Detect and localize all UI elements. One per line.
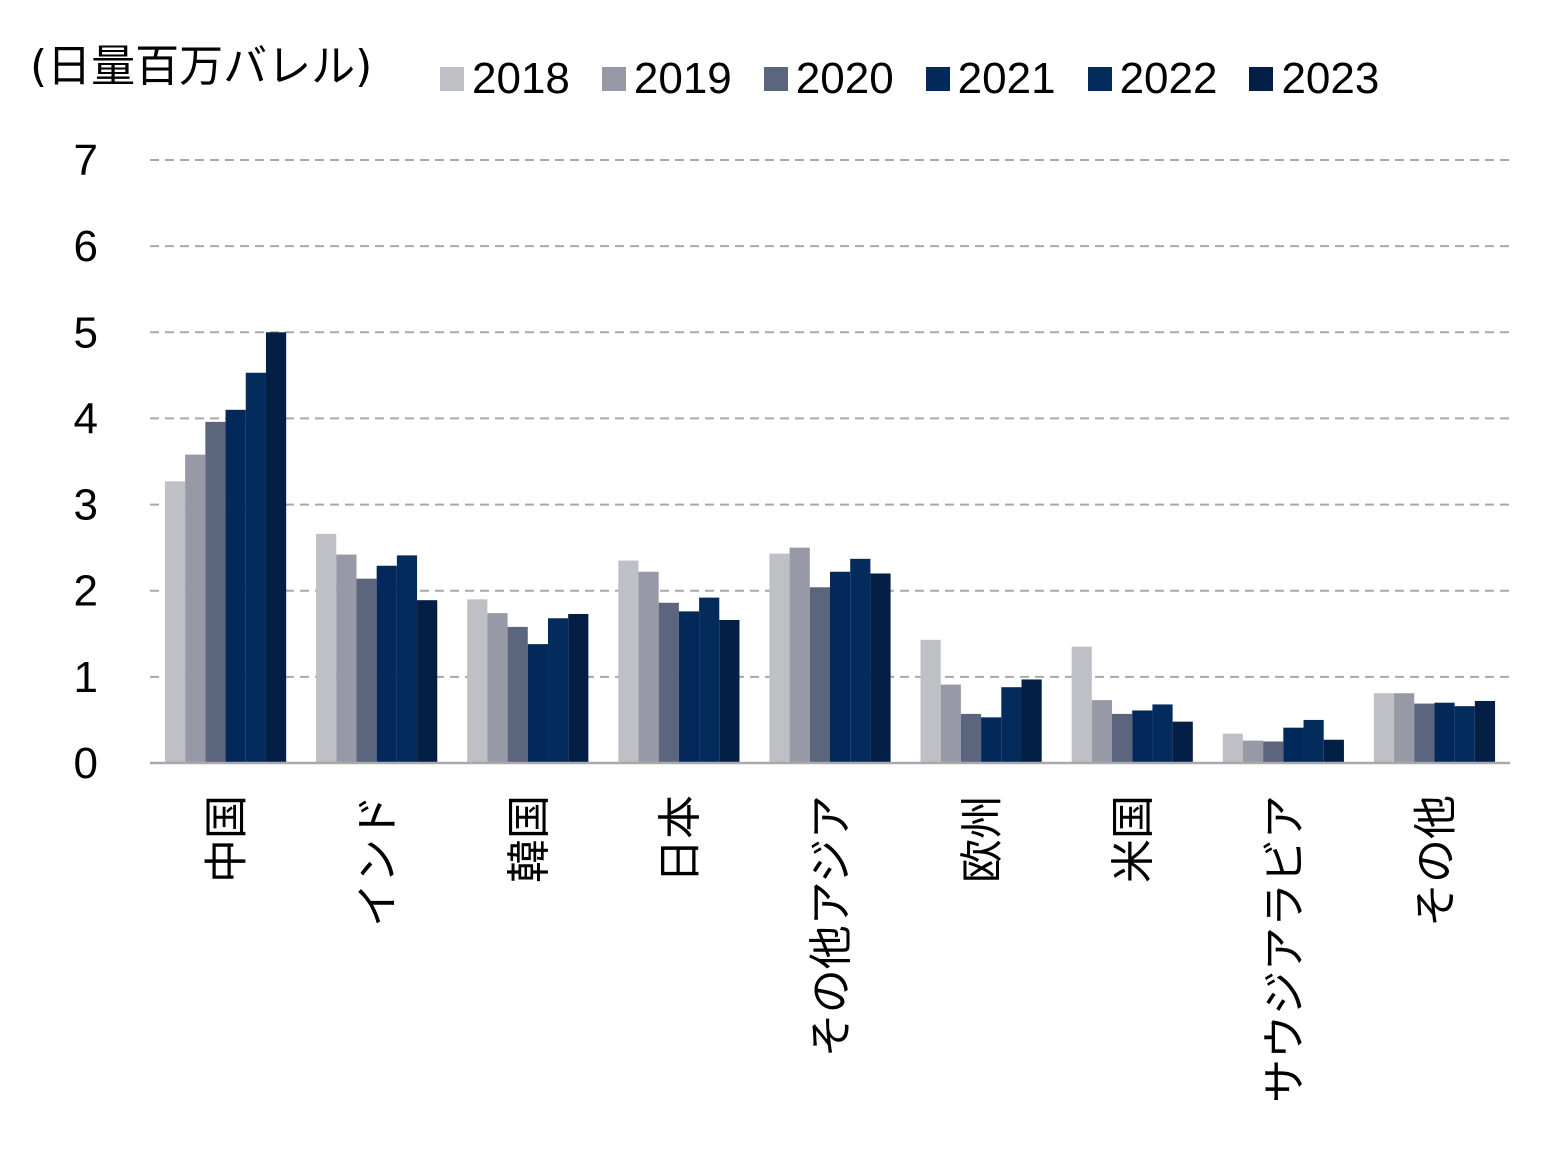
category-label: 日本 xyxy=(655,795,706,883)
y-tick-label: 4 xyxy=(74,394,98,443)
category-label: 韓国 xyxy=(504,795,555,883)
bar-2019-2 xyxy=(487,613,508,763)
bar-2020-7 xyxy=(1263,741,1284,763)
bar-2019-3 xyxy=(638,571,659,763)
bar-2020-2 xyxy=(507,626,528,763)
category-label: 欧州 xyxy=(957,795,1008,883)
bar-2020-1 xyxy=(356,578,377,763)
legend-label: 2019 xyxy=(633,54,732,103)
bar-2019-8 xyxy=(1394,693,1415,763)
bar-2018-5 xyxy=(920,639,941,763)
bar-2022-3 xyxy=(699,597,720,763)
legend-item: 2021 xyxy=(925,54,1056,104)
bar-2023-2 xyxy=(568,613,589,763)
bar-2022-0 xyxy=(245,372,266,763)
bar-2019-4 xyxy=(789,547,810,763)
category-label: その他 xyxy=(1410,795,1461,927)
y-tick-label: 1 xyxy=(74,653,98,702)
bar-2018-8 xyxy=(1373,693,1395,763)
legend: 2018 2019 2020 2021 2022 2023 xyxy=(440,54,1411,104)
legend-item: 2020 xyxy=(763,54,894,104)
bar-2021-7 xyxy=(1283,727,1304,763)
bar-2019-5 xyxy=(940,684,961,763)
bar-2022-6 xyxy=(1152,704,1173,763)
legend-item: 2018 xyxy=(440,54,570,104)
bar-2023-4 xyxy=(870,573,891,763)
category-label: その他アジア xyxy=(806,795,857,1057)
bar-2020-5 xyxy=(960,713,982,763)
legend-swatch xyxy=(601,67,626,91)
y-axis-unit-label: (日量百万バレル) xyxy=(30,41,373,92)
legend-label: 2020 xyxy=(795,54,894,103)
legend-swatch xyxy=(925,67,950,91)
bar-2022-7 xyxy=(1303,719,1324,763)
legend-swatch xyxy=(440,67,464,91)
bar-2020-4 xyxy=(809,587,830,763)
bar-2019-0 xyxy=(185,454,206,763)
category-label: 中国 xyxy=(202,795,253,883)
bar-2021-0 xyxy=(225,409,246,763)
bar-2019-7 xyxy=(1242,740,1264,763)
bar-2021-2 xyxy=(527,644,548,763)
bar-2018-7 xyxy=(1222,733,1243,763)
legend-label: 2022 xyxy=(1119,54,1218,103)
bar-2018-6 xyxy=(1071,646,1092,763)
bar-2022-4 xyxy=(850,558,871,763)
bar-2021-4 xyxy=(830,571,851,763)
bar-2020-0 xyxy=(205,421,226,763)
bar-2023-5 xyxy=(1021,679,1042,763)
bar-2020-8 xyxy=(1414,703,1435,763)
bar-2019-6 xyxy=(1091,700,1113,763)
bar-2022-1 xyxy=(396,555,418,763)
bar-2023-3 xyxy=(719,620,740,763)
legend-item: 2019 xyxy=(601,54,732,104)
y-tick-label: 2 xyxy=(74,567,98,616)
y-tick-label: 6 xyxy=(74,222,98,271)
category-label: サウジアラビア xyxy=(1259,795,1310,1103)
bar-2021-5 xyxy=(981,717,1002,763)
legend-label: 2021 xyxy=(957,54,1056,103)
bar-2021-3 xyxy=(678,611,700,763)
y-tick-label: 5 xyxy=(74,308,98,357)
bar-2023-7 xyxy=(1323,739,1344,763)
bar-2023-8 xyxy=(1474,700,1496,763)
bar-2018-3 xyxy=(618,560,639,763)
bar-2021-6 xyxy=(1132,710,1153,763)
y-tick-label: 0 xyxy=(74,739,98,788)
bar-2019-1 xyxy=(336,554,357,763)
bar-2021-1 xyxy=(376,565,397,763)
bar-2023-6 xyxy=(1172,721,1193,763)
bar-2023-0 xyxy=(265,332,287,763)
legend-swatch xyxy=(763,67,788,91)
legend-label: 2023 xyxy=(1281,54,1380,103)
bar-2021-8 xyxy=(1434,702,1455,763)
bar-2018-1 xyxy=(316,533,337,763)
legend-item: 2023 xyxy=(1249,54,1379,104)
bar-2022-5 xyxy=(1001,687,1022,763)
bar-2018-4 xyxy=(769,553,790,763)
category-label: インド xyxy=(353,795,404,927)
bar-2018-0 xyxy=(164,481,186,763)
bar-2023-1 xyxy=(417,600,438,763)
bar-2022-2 xyxy=(547,618,569,763)
category-label: 米国 xyxy=(1108,795,1159,883)
bar-2022-8 xyxy=(1454,706,1475,763)
legend-label: 2018 xyxy=(472,54,570,103)
legend-item: 2022 xyxy=(1087,54,1218,104)
bar-2020-6 xyxy=(1112,713,1133,763)
y-tick-label: 3 xyxy=(74,481,98,530)
legend-swatch xyxy=(1087,67,1112,91)
bar-2018-2 xyxy=(467,599,488,763)
legend-swatch xyxy=(1249,67,1274,91)
bar-2020-3 xyxy=(658,602,679,763)
y-tick-label: 7 xyxy=(74,136,98,185)
